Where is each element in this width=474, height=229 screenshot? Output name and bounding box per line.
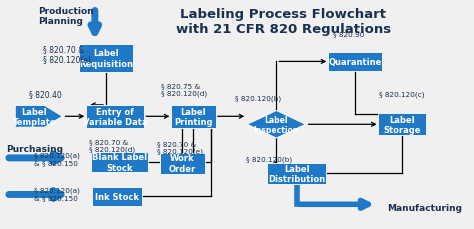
Text: § 820.120(c): § 820.120(c) — [379, 91, 424, 97]
Text: Manufacturing: Manufacturing — [387, 203, 462, 212]
Text: Quarantine: Quarantine — [328, 58, 382, 67]
Text: Labeling Process Flowchart
with 21 CFR 820 Regulations: Labeling Process Flowchart with 21 CFR 8… — [175, 8, 391, 35]
Text: § 820.120(a)
& § 820.150: § 820.120(a) & § 820.150 — [34, 152, 80, 166]
Text: § 820.75 &
§ 820.120(d): § 820.75 & § 820.120(d) — [161, 83, 207, 96]
FancyBboxPatch shape — [267, 163, 326, 184]
FancyBboxPatch shape — [378, 114, 426, 136]
Text: § 820.120(a)
& § 820.150: § 820.120(a) & § 820.150 — [34, 187, 80, 200]
FancyBboxPatch shape — [91, 153, 148, 172]
Text: § 820.70 &
§ 820.120(e): § 820.70 & § 820.120(e) — [43, 45, 91, 65]
FancyBboxPatch shape — [171, 105, 216, 128]
Text: Production
Planning: Production Planning — [38, 7, 93, 26]
Text: Label
Printing: Label Printing — [174, 107, 213, 126]
Text: § 820.70 &
§ 820.120(d): § 820.70 & § 820.120(d) — [90, 139, 136, 152]
Text: Ink Stock: Ink Stock — [95, 192, 139, 201]
Text: Purchasing: Purchasing — [7, 144, 64, 153]
Text: Work
Order: Work Order — [169, 154, 196, 173]
FancyBboxPatch shape — [160, 153, 205, 174]
FancyBboxPatch shape — [79, 45, 133, 73]
Text: § 820.70 &
§ 820.120(e): § 820.70 & § 820.120(e) — [157, 141, 203, 154]
Polygon shape — [15, 106, 63, 128]
Text: Label
Inspection: Label Inspection — [254, 115, 299, 134]
Text: § 820.120(b): § 820.120(b) — [246, 156, 292, 162]
FancyBboxPatch shape — [92, 187, 142, 206]
Text: Label
Storage: Label Storage — [383, 115, 421, 134]
Text: Label
Distribution: Label Distribution — [268, 164, 325, 183]
FancyBboxPatch shape — [86, 105, 145, 128]
FancyBboxPatch shape — [328, 53, 382, 71]
Text: Entry of
Variable Data: Entry of Variable Data — [83, 107, 147, 126]
Text: § 820.90: § 820.90 — [333, 31, 365, 37]
Text: Label
Requisition: Label Requisition — [79, 49, 133, 68]
Text: Blank Label
Stock: Blank Label Stock — [92, 153, 147, 172]
Polygon shape — [247, 111, 306, 138]
Text: § 820.120(b): § 820.120(b) — [235, 95, 281, 102]
Text: Label
Template: Label Template — [12, 107, 56, 126]
Text: § 820.40: § 820.40 — [29, 90, 62, 98]
